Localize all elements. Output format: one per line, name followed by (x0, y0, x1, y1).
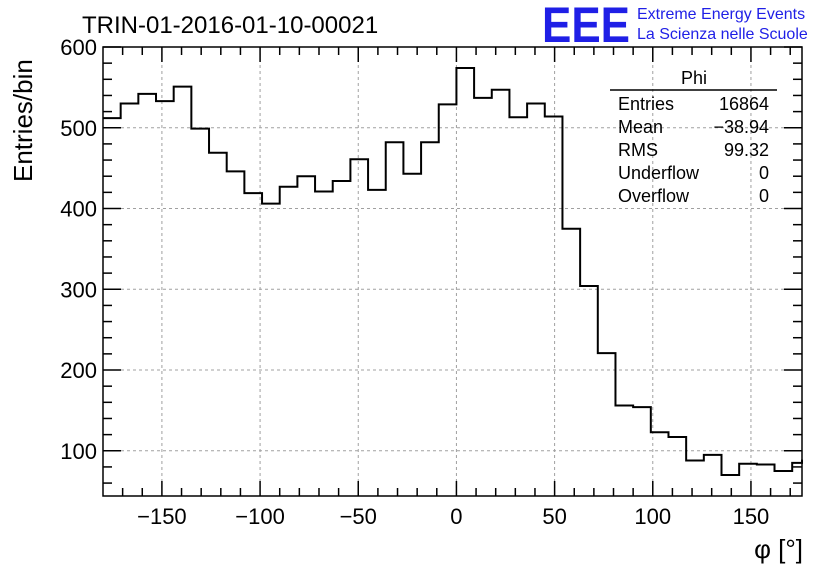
x-tick-label: 50 (542, 504, 566, 529)
x-tick-label: 100 (634, 504, 671, 529)
stats-label-entries: Entries (618, 94, 674, 114)
y-tick-label: 200 (60, 358, 97, 383)
stats-name: Phi (681, 68, 707, 88)
logo-line-1: Extreme Energy Events (637, 6, 805, 23)
chart-title: TRIN-01-2016-01-10-00021 (82, 12, 378, 39)
stats-label-mean: Mean (618, 117, 663, 137)
x-axis-title: φ [°] (754, 534, 803, 564)
y-tick-label: 500 (60, 116, 97, 141)
x-tick-label: 0 (450, 504, 462, 529)
stats-label-underflow: Underflow (618, 163, 700, 183)
y-tick-label: 400 (60, 197, 97, 222)
stats-value-mean: −38.94 (713, 117, 769, 137)
stats-value-overflow: 0 (759, 186, 769, 206)
y-tick-label: 600 (60, 35, 97, 60)
logo-mark: EEE (542, 0, 630, 53)
x-tick-labels: −150 −100 −50 0 50 100 150 (137, 504, 769, 529)
stats-label-rms: RMS (618, 140, 658, 160)
y-tick-label: 300 (60, 277, 97, 302)
logo-line-2: La Scienza nelle Scuole (637, 26, 808, 43)
plot-frame (102, 46, 803, 497)
y-axis-title: Entries/bin (8, 59, 38, 182)
axis-ticks (103, 46, 802, 496)
logo: EEE Extreme Energy Events La Scienza nel… (542, 0, 808, 53)
x-tick-label: −100 (235, 504, 285, 529)
y-tick-label: 100 (60, 439, 97, 464)
histogram-outline (103, 66, 803, 477)
y-tick-labels: 100 200 300 400 500 600 (60, 35, 97, 464)
stats-value-rms: 99.32 (724, 140, 769, 160)
stats-box: Phi Entries 16864 Mean −38.94 RMS 99.32 … (610, 68, 777, 206)
stats-value-underflow: 0 (759, 163, 769, 183)
stats-value-entries: 16864 (719, 94, 769, 114)
x-tick-label: −50 (340, 504, 377, 529)
x-tick-label: 150 (733, 504, 770, 529)
stats-label-overflow: Overflow (618, 186, 690, 206)
grid (103, 46, 802, 496)
x-tick-label: −150 (137, 504, 187, 529)
